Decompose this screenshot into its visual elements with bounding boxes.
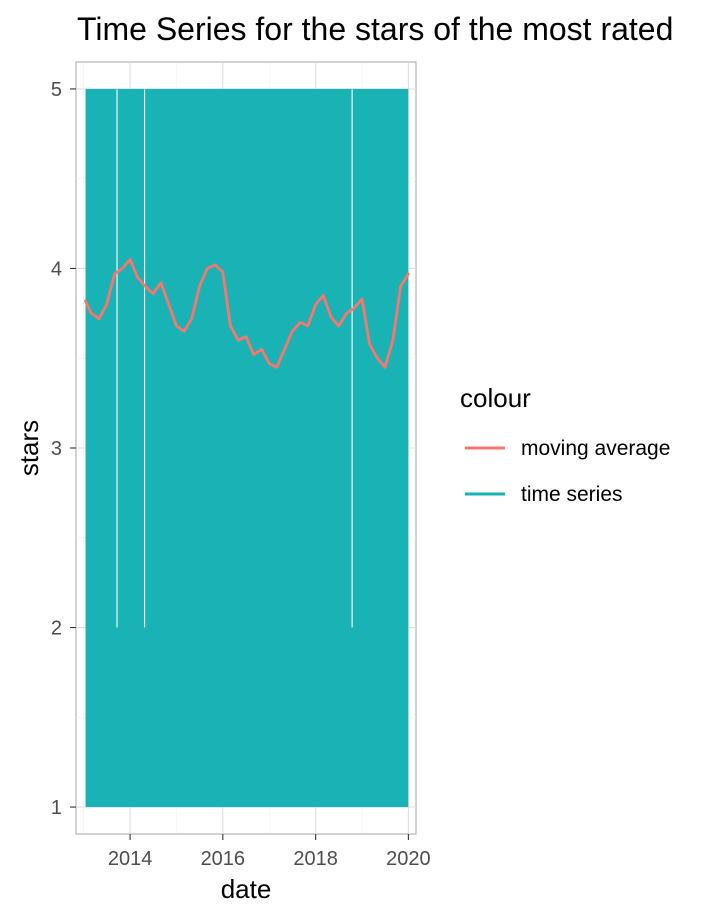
y-tick-label: 1 (51, 797, 62, 819)
x-axis-title: date (221, 874, 272, 904)
chart-title: Time Series for the stars of the most ra… (77, 11, 673, 47)
x-tick-label: 2014 (108, 848, 153, 870)
legend-entries: moving average time series (465, 437, 670, 506)
y-axis-ticks: 1 2 3 4 5 (51, 79, 76, 819)
y-axis-title: stars (14, 420, 44, 476)
legend: colour moving average time series (460, 383, 670, 506)
x-tick-label: 2016 (201, 848, 246, 870)
y-tick-label: 5 (51, 79, 62, 101)
y-tick-label: 3 (51, 438, 62, 460)
x-tick-label: 2018 (293, 848, 338, 870)
time-series-band (85, 88, 409, 808)
y-tick-label: 4 (51, 258, 62, 280)
legend-label: moving average (521, 437, 670, 460)
y-tick-label: 2 (51, 618, 62, 640)
series-time-series (85, 88, 409, 808)
moving-average-line (84, 258, 410, 369)
x-axis-ticks: 2014 2016 2018 2020 (108, 834, 431, 870)
legend-title: colour (460, 383, 531, 413)
x-tick-label: 2020 (386, 848, 431, 870)
legend-label: time series (521, 483, 623, 506)
series-moving-average (84, 258, 410, 369)
